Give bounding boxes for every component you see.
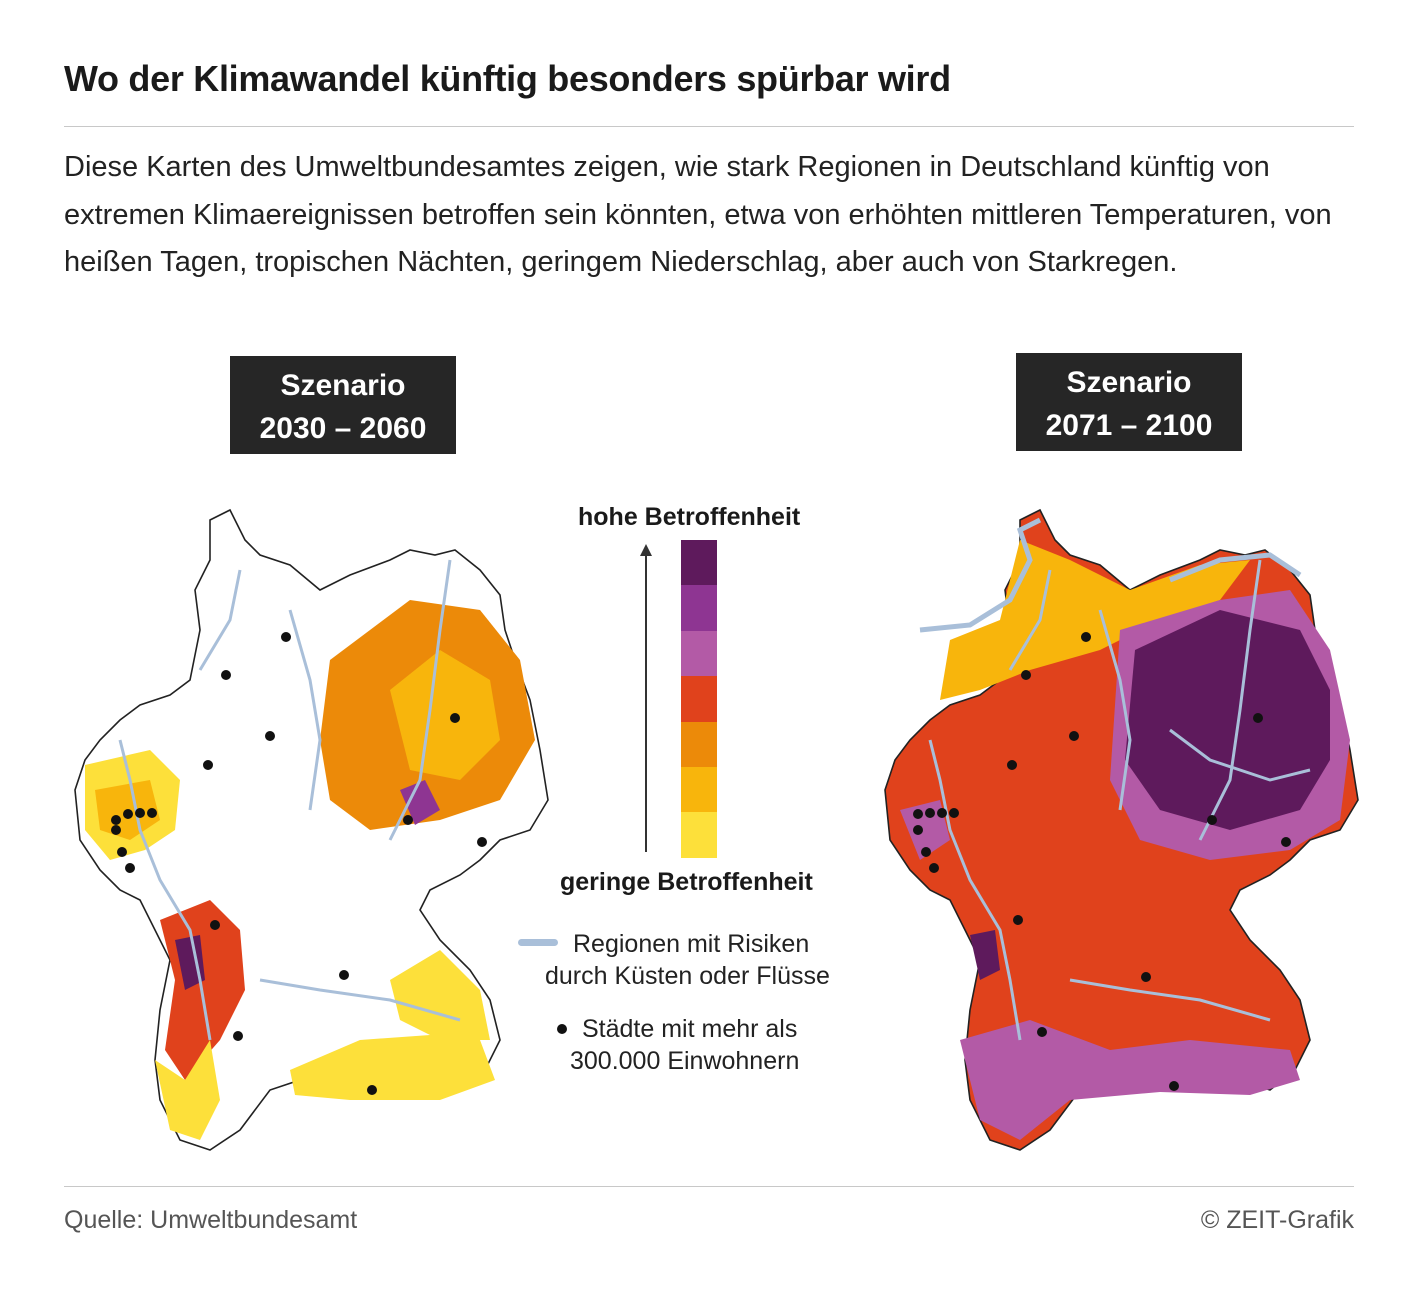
color-scale [681, 540, 717, 858]
footer-divider [64, 1186, 1354, 1187]
color-step [681, 630, 717, 677]
legend-city-line1: Städte mit mehr als [582, 1015, 798, 1043]
zone-east-darkpurple [1125, 610, 1330, 830]
zone-east-yellow [390, 650, 500, 780]
color-step [681, 540, 717, 586]
legend-low-label: geringe Betroffenheit [560, 868, 813, 896]
page-title: Wo der Klimawandel künftig besonders spü… [64, 58, 951, 99]
legend-river-line1: Regionen mit Risiken [573, 930, 810, 958]
scenario-label: Szenario [280, 369, 406, 402]
scenario-badge-2071-2100: Szenario 2071 – 2100 [1016, 353, 1242, 451]
color-step [681, 676, 717, 722]
source-note: Quelle: Umweltbundesamt [64, 1206, 358, 1234]
legend-arrow-line [645, 552, 647, 852]
legend-river-line2: durch Küsten oder Flüsse [545, 962, 830, 990]
credit-note: © ZEIT-Grafik [1200, 1206, 1354, 1234]
legend-city-line2: 300.000 Einwohnern [570, 1047, 800, 1075]
coast-risk [919, 517, 1302, 633]
map-germany-2071-2100 [884, 508, 1359, 1151]
zone-south-yellow [290, 1035, 495, 1100]
city-dots [111, 632, 487, 1095]
scenario-years: 2071 – 2100 [1045, 409, 1213, 442]
scenario-years: 2030 – 2060 [259, 412, 427, 445]
scenario-label: Szenario [1066, 366, 1192, 399]
zone-rhine-purple [175, 935, 205, 990]
city-dot-icon [557, 1024, 567, 1034]
river-lines [118, 559, 461, 1041]
color-step [681, 812, 717, 858]
zone-east-purple [400, 780, 440, 825]
color-step [681, 721, 717, 767]
city-dots [913, 632, 1291, 1091]
zone-rhine-purple [970, 930, 1000, 980]
map-germany-2030-2060 [74, 508, 549, 1151]
zone-south-purple [960, 1020, 1300, 1140]
zone-southeast-yellow [390, 950, 490, 1040]
color-step [681, 585, 717, 631]
zone-rhine-yellow [155, 1040, 220, 1140]
legend-city-text: Städte mit mehr als 300.000 Einwohnern [570, 1013, 799, 1077]
legend-high-label: hohe Betroffenheit [578, 503, 801, 531]
river-lines [928, 559, 1311, 1041]
scenario-badge-2030-2060: Szenario 2030 – 2060 [230, 356, 456, 454]
legend-river-text: Regionen mit Risiken durch Küsten oder F… [545, 928, 830, 992]
color-step [681, 766, 717, 813]
river-risk-swatch [518, 939, 558, 946]
title-divider [64, 126, 1354, 127]
intro-text: Diese Karten des Umweltbundesamtes zeige… [64, 151, 1332, 278]
arrow-up-icon [640, 544, 652, 556]
